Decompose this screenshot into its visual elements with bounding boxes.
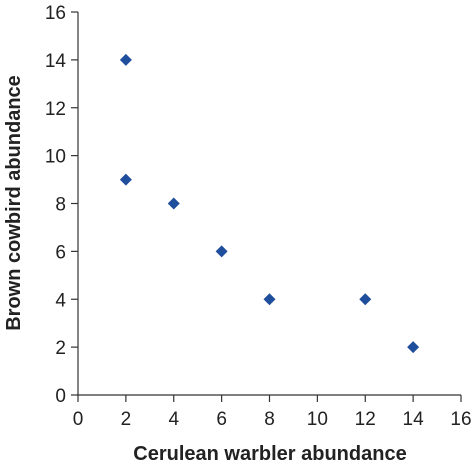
y-axis-title: Brown cowbird abundance (3, 75, 25, 331)
y-tick-label: 8 (55, 195, 66, 216)
y-tick-label: 0 (55, 386, 66, 407)
data-point (407, 341, 420, 354)
data-point (215, 245, 228, 258)
data-point (119, 173, 132, 186)
y-tick-label: 10 (45, 147, 66, 168)
y-tick-label: 6 (55, 242, 66, 263)
data-point (359, 293, 372, 306)
y-tick-label: 16 (45, 3, 66, 24)
x-tick-label: 4 (168, 409, 179, 430)
y-tick-label: 12 (45, 99, 66, 120)
x-tick-label: 8 (264, 409, 275, 430)
x-tick-label: 6 (216, 409, 227, 430)
y-axis-ticks: 0 2 4 6 8 10 12 14 16 (45, 3, 78, 407)
x-axis-ticks: 0 2 4 6 8 10 12 14 16 (73, 395, 472, 430)
y-tick-label: 4 (55, 290, 66, 311)
data-point (167, 197, 180, 210)
x-tick-label: 10 (307, 409, 328, 430)
y-tick-label: 2 (55, 338, 66, 359)
x-tick-label: 0 (73, 409, 84, 430)
x-tick-label: 12 (355, 409, 376, 430)
x-tick-label: 16 (450, 409, 471, 430)
x-axis-title: Cerulean warbler abundance (133, 443, 406, 465)
data-point (119, 53, 132, 66)
x-tick-label: 2 (121, 409, 132, 430)
data-point (263, 293, 276, 306)
y-tick-label: 14 (45, 51, 67, 72)
data-points (119, 53, 420, 354)
x-tick-label: 14 (403, 409, 425, 430)
